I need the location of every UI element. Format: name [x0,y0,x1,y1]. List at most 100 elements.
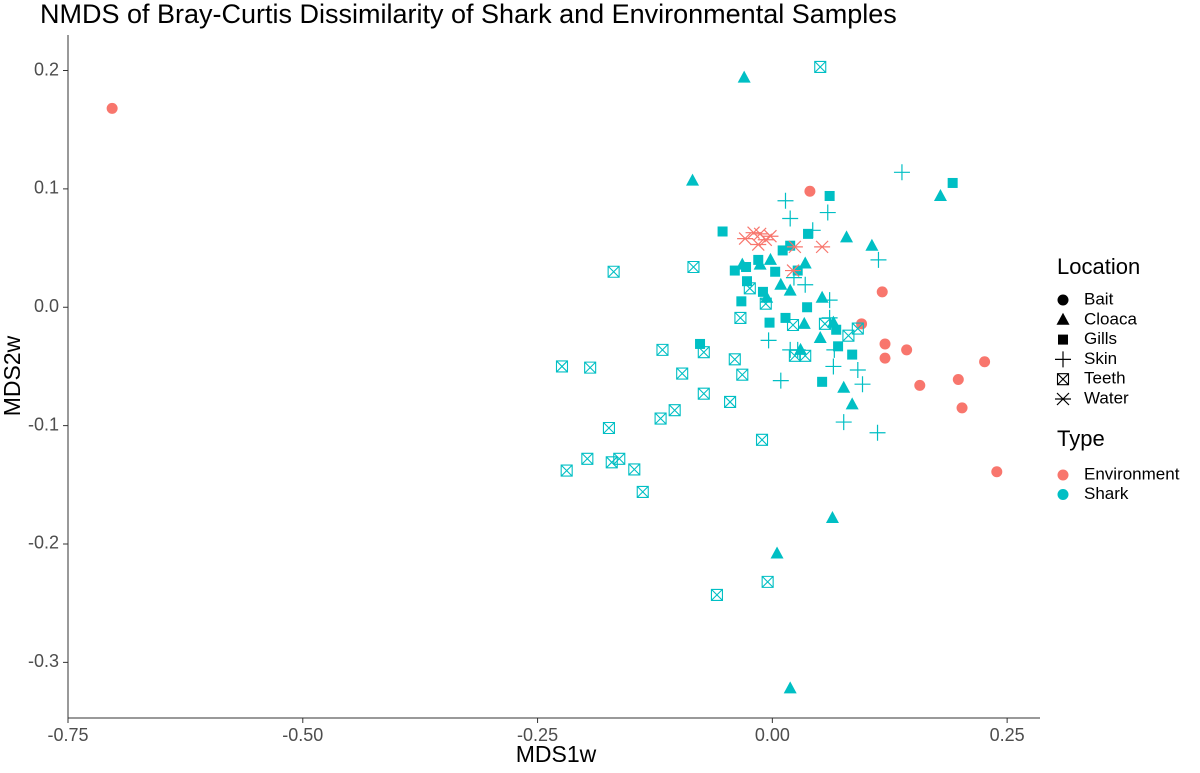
point [777,192,794,209]
point [788,349,801,362]
point [737,70,751,83]
point [654,412,667,425]
legend-label: Teeth [1084,369,1126,388]
point [826,341,843,358]
point [785,264,802,277]
point [804,222,821,239]
x-tick-label: -0.50 [282,725,323,745]
legend-label: Environment [1084,464,1180,483]
legend-symbol [1056,373,1070,386]
x-tick-label: 0.00 [755,725,790,745]
point [831,324,842,335]
point [761,575,774,588]
point [736,368,749,381]
point [710,588,723,601]
point [947,177,958,188]
y-tick-label: -0.3 [28,651,59,671]
point [802,302,813,313]
legend-label: Gills [1084,329,1117,348]
point [759,297,772,310]
point [581,452,594,465]
point [783,283,797,296]
point [825,358,842,375]
point [743,282,756,295]
point [686,173,700,186]
point [854,376,871,393]
point [780,312,791,323]
point [869,424,886,441]
point [729,265,740,276]
y-tick-label: 0.1 [34,178,59,198]
point [636,485,649,498]
legend-label: Water [1084,388,1129,407]
point [799,349,812,362]
y-tick-label: -0.1 [28,414,59,434]
legend-title: Location [1057,254,1140,279]
point [724,395,737,408]
point [668,404,681,417]
point [736,296,747,307]
point [798,256,812,269]
y-tick-label: 0.2 [34,59,59,79]
chart-title: NMDS of Bray-Curtis Dissimilarity of Sha… [40,0,897,29]
point [952,373,964,385]
legend-symbol [1056,312,1070,325]
point [870,251,887,268]
point [825,510,839,523]
point [676,367,689,380]
point [893,164,910,181]
legend-label: Shark [1084,484,1129,503]
point [560,464,573,477]
point [813,331,827,344]
point [786,318,800,332]
point [760,332,777,349]
point [750,238,767,251]
point [845,397,859,410]
point [956,402,968,414]
y-tick-label: 0.0 [34,296,59,316]
point [605,456,618,469]
legend-symbol [1057,489,1069,500]
point [833,341,844,352]
point [741,262,752,273]
point [734,311,747,324]
point [584,361,597,374]
point [991,466,1003,478]
point [772,372,789,389]
point [728,353,741,366]
legend-title: Type [1057,426,1105,451]
point [979,356,991,368]
point [821,292,838,309]
legend-symbol [1057,294,1069,306]
point [879,338,891,350]
point [770,546,784,559]
point [933,188,947,201]
point [656,343,669,356]
point [764,317,775,328]
point [741,276,752,287]
legend-label: Skin [1084,349,1117,368]
point [106,102,118,114]
point [628,463,641,476]
point [737,232,754,246]
point [770,266,781,277]
legend-symbol [1055,351,1071,368]
point [786,240,803,254]
point [607,265,620,278]
point [717,226,728,237]
point [824,190,835,201]
point [697,387,710,400]
point [797,276,814,293]
point [840,230,854,243]
x-tick-label: -0.25 [517,725,558,745]
point [837,380,851,393]
point [814,240,831,254]
point [914,379,926,391]
point [817,376,828,387]
point [879,352,891,364]
point [842,329,855,342]
point [783,681,797,694]
point [782,210,799,227]
